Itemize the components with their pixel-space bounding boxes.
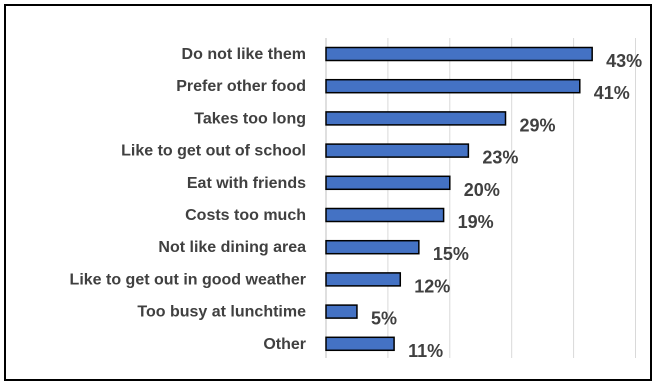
bar [325,143,470,158]
value-label: 11% [408,341,443,361]
value-label: 19% [458,212,494,232]
category-label: Like to get out in good weather [70,271,306,288]
bar [325,46,593,62]
bar [325,111,507,126]
bar [325,304,358,319]
bar [325,272,402,287]
value-label: 23% [482,148,518,168]
bars [325,46,593,352]
category-label: Prefer other food [176,78,306,95]
category-label: Eat with friends [187,175,306,192]
category-label: Do not like them [182,46,306,63]
bar [325,239,420,255]
category-label: Too busy at lunchtime [137,304,306,321]
category-label: Costs too much [185,207,306,224]
bar [325,207,445,223]
category-label: Like to get out of school [121,143,306,160]
value-label: 15% [433,244,469,264]
category-label: Other [263,336,306,353]
category-label: Takes too long [194,110,306,127]
labels: Do not like them 43% Prefer other food 41% T… [70,46,643,361]
value-label: 5% [371,309,397,329]
bar [325,336,395,352]
value-label: 12% [414,276,450,296]
bar [325,175,451,191]
value-label: 43% [606,51,642,71]
category-label: Not like dining area [158,239,306,256]
bar [325,78,581,94]
value-label: 20% [464,180,500,200]
value-label: 41% [594,83,630,103]
value-label: 29% [520,115,556,135]
